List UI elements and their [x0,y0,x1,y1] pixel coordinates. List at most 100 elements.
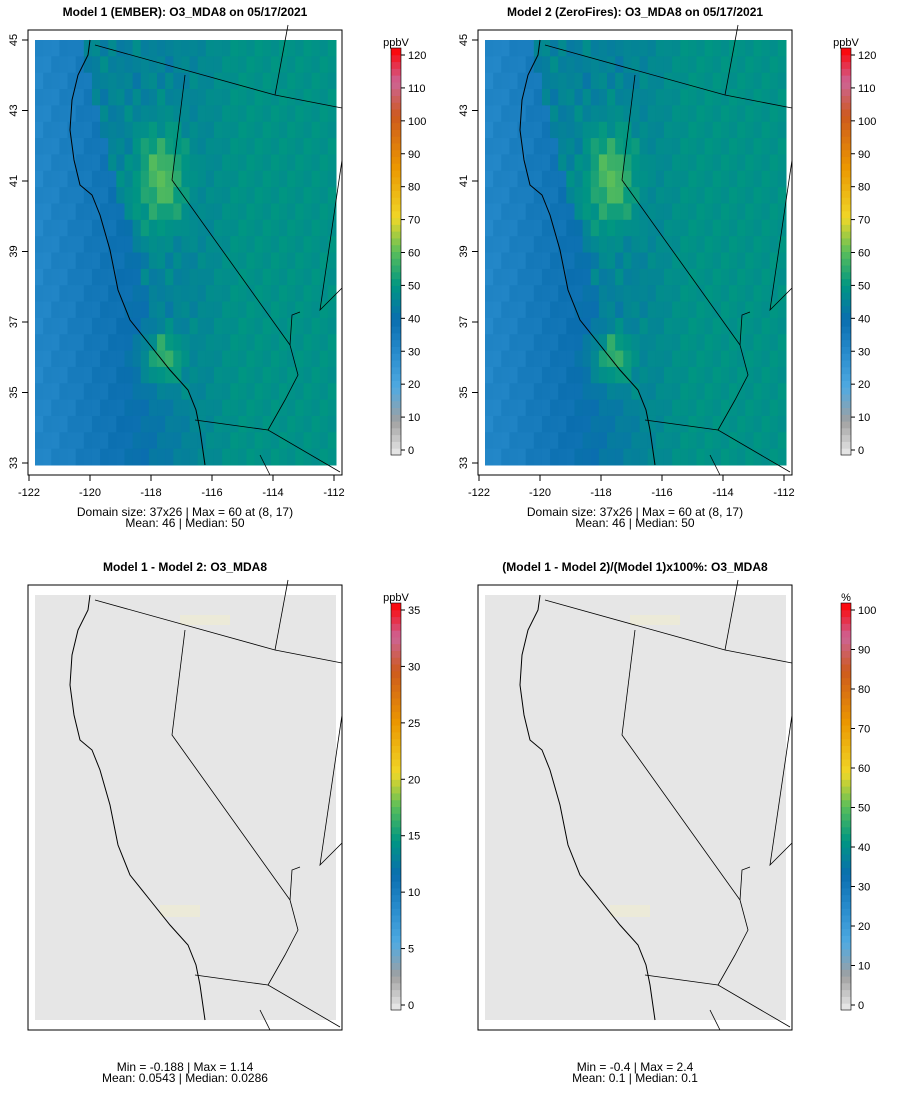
grid-cell [132,138,142,155]
colorbar-swatch [391,982,401,991]
grid-cell [663,121,673,139]
grid-cell [254,187,264,204]
grid-cell [688,317,698,335]
grid-cell [100,399,109,417]
grid-cell [303,105,313,123]
stats-line: Mean: 46 | Median: 50 [575,516,695,530]
grid-cell [222,203,231,221]
grid-cell [680,170,689,188]
colorbar-swatch [391,928,401,936]
grid-cell [704,138,714,155]
grid-cell [574,334,584,352]
grid-cell [124,415,134,433]
grid-cell [509,236,519,253]
grid-cell [688,170,698,188]
grid-cell [655,350,665,368]
grid-cell [246,383,256,401]
grid-cell [704,268,714,286]
grid-cell [590,203,600,221]
grid-cell [43,448,52,466]
grid-cell [295,448,304,466]
grid-cell [270,399,280,417]
grid-cell [173,187,182,204]
grid-cell [517,415,527,433]
grid-cell [712,383,722,401]
grid-cell [647,350,657,368]
grid-cell [525,105,535,123]
grid-cell [550,350,559,368]
grid-cell [672,138,681,155]
grid-cell [525,366,535,384]
grid-cell [100,219,109,237]
grid-cell [124,170,134,188]
grid-cell [181,56,191,74]
grid-cell [769,138,779,155]
grid-cell [590,89,600,106]
grid-cell [485,252,494,270]
grid-cell [558,432,567,450]
grid-cell [279,366,288,384]
lon-tick-label: -118 [590,487,611,499]
grid-cell [777,268,787,286]
grid-cell [639,219,649,237]
grid-cell [165,366,174,384]
grid-cell [222,89,231,106]
grid-cell [630,615,680,625]
grid-cell [124,448,134,466]
grid-cell [222,187,231,204]
grid-cell [75,154,85,172]
colorbar-swatch [391,657,401,665]
colorbar-swatch [841,697,851,706]
grid-cell [327,138,337,155]
grid-cell [59,170,69,188]
grid-cell [132,219,142,237]
grid-cell [550,187,559,204]
grid-cell [509,252,519,270]
grid-cell [205,285,215,303]
colorbar-unit: ppbV [383,37,409,49]
grid-cell [639,350,649,368]
grid-cell [590,154,600,172]
grid-cell [311,89,321,106]
grid-cell [213,56,223,74]
grid-cell [91,448,101,466]
grid-cell [696,236,706,253]
grid-cell [108,366,117,384]
grid-cell [696,268,706,286]
grid-cell [550,415,559,433]
grid-cell [189,301,199,319]
grid-cell [173,40,182,57]
grid-cell [181,72,191,90]
grid-cell [270,187,280,204]
grid-cell [197,301,207,319]
grid-cell [598,40,608,57]
grid-cell [761,317,771,335]
grid-cell [582,366,592,384]
grid-cell [222,170,231,188]
grid-cell [696,187,706,204]
state-border [644,974,719,986]
grid-cell [607,383,616,401]
grid-cell [246,252,256,270]
grid-cell [173,236,182,253]
grid-cell [67,203,77,221]
grid-cell [189,105,199,123]
grid-cell [533,72,543,90]
grid-cell [59,366,69,384]
grid-cell [140,105,150,123]
colorbar-swatch [391,170,401,178]
grid-cell [745,268,754,286]
grid-cell [140,203,150,221]
grid-cell [262,170,272,188]
grid-cell [517,268,527,286]
grid-cell [574,219,584,237]
grid-cell [303,366,313,384]
grid-cell [753,432,763,450]
lon-tick-label: -114 [712,487,733,499]
grid-cell [35,350,44,368]
grid-cell [197,236,207,253]
grid-cell [116,350,125,368]
grid-cell [598,105,608,123]
grid-cell [777,448,787,466]
grid-cell [558,285,567,303]
